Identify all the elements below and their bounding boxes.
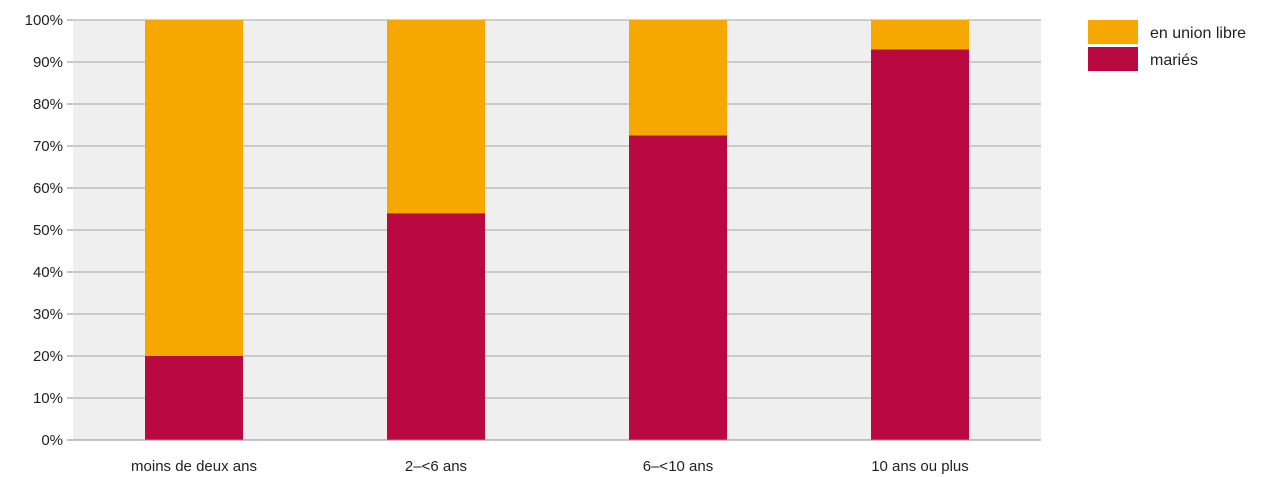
y-tick-label: 60% bbox=[33, 180, 63, 197]
bar-segment bbox=[629, 135, 727, 440]
legend-label: en union libre bbox=[1150, 25, 1246, 42]
y-tick-label: 20% bbox=[33, 348, 63, 365]
x-category-label: moins de deux ans bbox=[131, 458, 257, 475]
legend-swatch bbox=[1088, 47, 1138, 71]
y-axis-tick-labels: 0% 10% 20% 30% 40% 50% 60% 70% 80% 90% 100% bbox=[25, 12, 63, 449]
x-category-label: 10 ans ou plus bbox=[871, 458, 969, 475]
bar-segment bbox=[871, 20, 969, 50]
legend-label: mariés bbox=[1150, 52, 1198, 69]
y-tick-label: 50% bbox=[33, 222, 63, 239]
y-tick-label: 0% bbox=[41, 432, 63, 449]
legend: en union libre mariés bbox=[1088, 20, 1246, 71]
legend-swatch bbox=[1088, 20, 1138, 44]
bar-segment bbox=[145, 20, 243, 356]
y-tick-label: 100% bbox=[25, 12, 63, 29]
y-tick-label: 90% bbox=[33, 54, 63, 71]
bar-segment bbox=[629, 20, 727, 136]
y-tick-label: 10% bbox=[33, 390, 63, 407]
bar-segment bbox=[145, 356, 243, 440]
x-category-label: 2–<6 ans bbox=[405, 458, 467, 475]
bar-segment bbox=[387, 213, 485, 440]
x-axis-category-labels: moins de deux ans 2–<6 ans 6–<10 ans 10 ans… bbox=[131, 458, 969, 475]
y-tick-label: 80% bbox=[33, 96, 63, 113]
y-tick-label: 30% bbox=[33, 306, 63, 323]
x-category-label: 6–<10 ans bbox=[643, 458, 713, 475]
bars bbox=[145, 20, 969, 441]
bar-segment bbox=[871, 49, 969, 441]
y-tick-label: 40% bbox=[33, 264, 63, 281]
bar-segment bbox=[387, 20, 485, 214]
y-tick-label: 70% bbox=[33, 138, 63, 155]
